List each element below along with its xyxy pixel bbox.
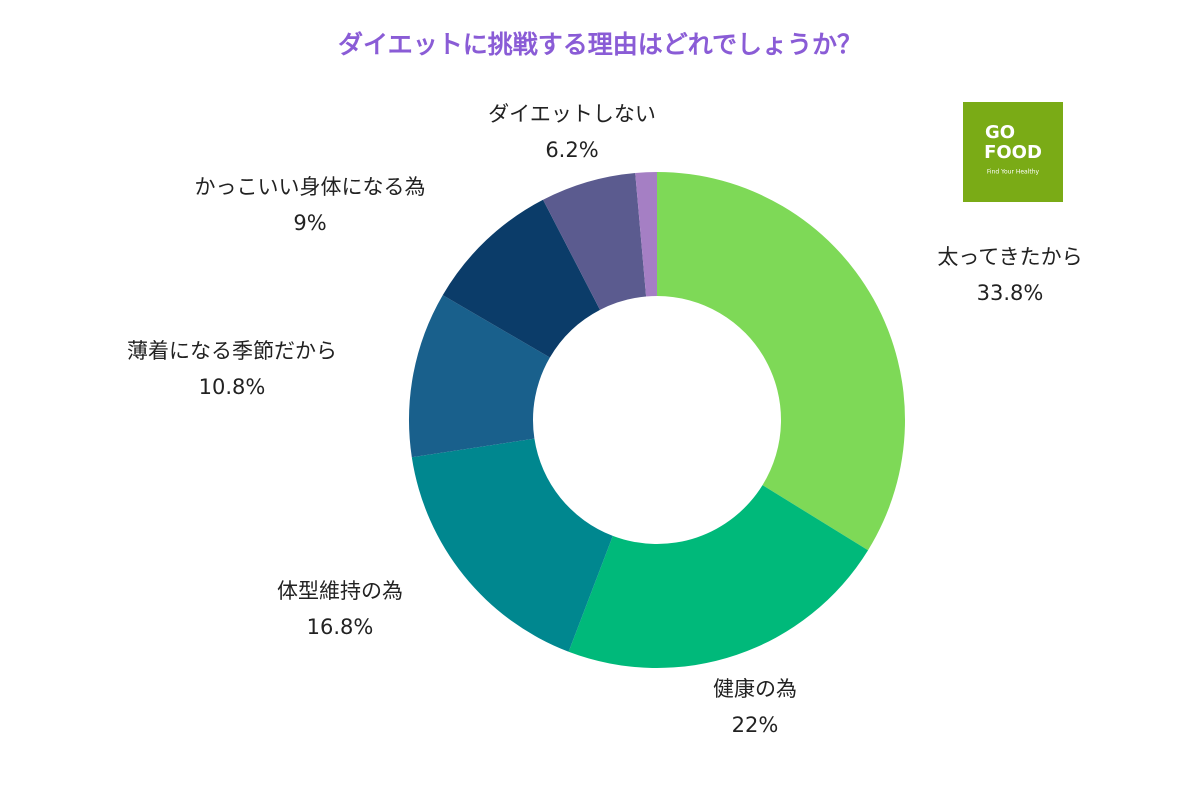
category-label: 健康の為 <box>713 677 797 701</box>
category-label: 体型維持の為 <box>277 579 403 603</box>
logo-text: GO <box>985 122 1015 143</box>
value-label: 33.8% <box>977 281 1044 305</box>
value-label: 22% <box>732 713 779 737</box>
donut-slice <box>442 199 601 358</box>
donut-slice <box>411 438 613 652</box>
value-label: 10.8% <box>199 375 266 399</box>
donut-slice <box>408 295 550 458</box>
category-label: ダイエットしない <box>488 102 656 126</box>
logo-text: FOOD <box>984 142 1042 163</box>
logo: GO FOOD Find Your Healthy <box>963 102 1063 202</box>
value-label: 16.8% <box>307 615 374 639</box>
value-label: 6.2% <box>545 138 598 162</box>
donut-slice <box>657 172 905 551</box>
chart-title: ダイエットに挑戦する理由はどれでしょうか？ <box>338 30 862 59</box>
category-label: かっこいい身体になる為 <box>195 175 426 199</box>
logo-tagline: Find Your Healthy <box>987 169 1040 176</box>
donut-slice <box>543 172 647 310</box>
category-label: 太ってきたから <box>937 245 1082 269</box>
logo-box <box>963 102 1063 202</box>
donut-slice <box>568 485 869 668</box>
value-label: 9% <box>293 211 326 235</box>
donut-slice <box>635 172 657 297</box>
category-label: 薄着になる季節だから <box>127 339 337 363</box>
